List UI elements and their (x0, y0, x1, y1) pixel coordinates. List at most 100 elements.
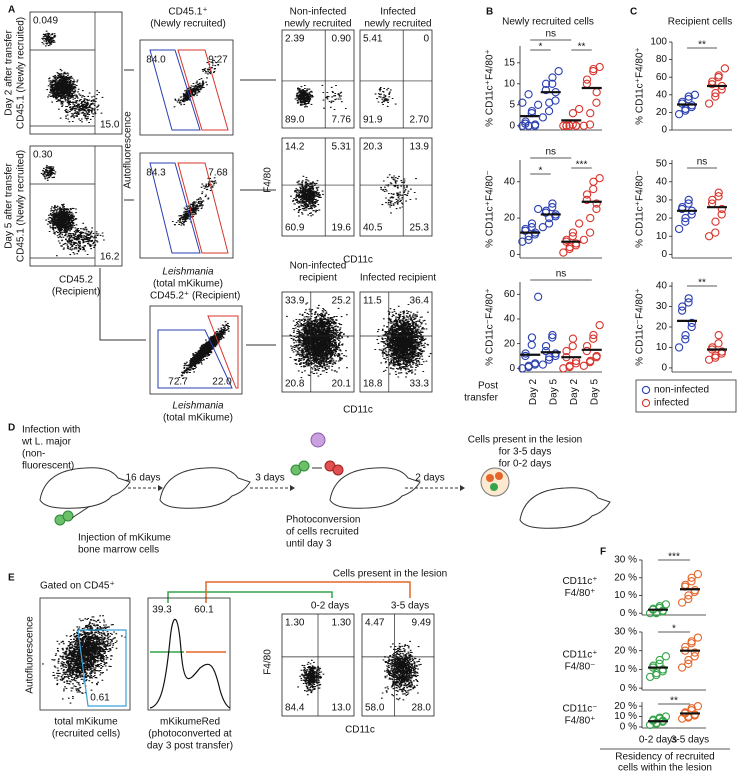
data-point (684, 95, 693, 104)
annotation: Gated on CD45⁺ (40, 581, 115, 592)
quadrant-value: 28.0 (412, 703, 432, 714)
column-title: CD45.1⁺ (168, 7, 207, 18)
annotation: Cells present in the lesion (468, 435, 583, 446)
data-point (677, 663, 687, 672)
y-tick-label: 20 (504, 338, 516, 349)
data-point (538, 360, 547, 369)
data-point (711, 228, 720, 237)
plot-frame (139, 39, 234, 136)
dot-cloud (294, 84, 347, 111)
data-point (544, 355, 554, 364)
data-point (579, 121, 588, 130)
y-tick-label: 20 (656, 107, 668, 118)
panel-label: A (8, 5, 15, 16)
gate (77, 629, 127, 707)
data-point (704, 232, 714, 241)
data-point (568, 109, 578, 118)
plot-frame (139, 152, 234, 259)
row-label: CD11c⁺ (562, 576, 597, 587)
y-axis-label: % CD11c⁻F4/80⁺ (635, 288, 646, 366)
data-point (545, 353, 554, 362)
data-point (687, 577, 696, 586)
gate-arrow (99, 268, 146, 341)
y-tick-label: 20 % (614, 701, 637, 712)
column-title: Infected recipient (360, 273, 436, 284)
y-tick-label: 0 (661, 125, 667, 136)
data-point (554, 67, 563, 76)
data-point (708, 343, 717, 352)
data-point (717, 204, 727, 214)
significance-label: ** (698, 278, 706, 289)
y-tick-label: 0 % (620, 608, 637, 619)
data-point (541, 346, 550, 356)
axis-label: CD45.2 (59, 275, 93, 286)
data-point (568, 228, 578, 237)
data-point (582, 341, 592, 351)
gate (149, 162, 201, 254)
data-point (548, 73, 557, 82)
significance-label: ns (545, 29, 556, 40)
data-point (592, 199, 601, 208)
data-point (534, 100, 543, 109)
data-point (592, 98, 601, 107)
quadrant-value: 19.6 (332, 223, 352, 234)
column-title: Non-infected (290, 261, 347, 272)
annotation: (non- (22, 449, 45, 460)
plot-frame (281, 137, 355, 237)
annotation: Infection with (22, 425, 80, 436)
data-point (559, 121, 568, 130)
data-point (714, 71, 723, 80)
dot-cloud (290, 175, 324, 217)
data-point (541, 85, 550, 95)
annotation: fluorescent) (22, 461, 74, 472)
y-tick-label: 30 % (614, 627, 637, 638)
quadrant-value: 0 (423, 34, 429, 45)
gate-arrow (205, 581, 411, 603)
y-axis-label: % CD11c⁺F4/80⁻ (635, 170, 646, 248)
plot-frame (39, 597, 131, 711)
data-point (562, 235, 571, 245)
label: 16.2 (100, 252, 120, 263)
data-point (684, 659, 693, 668)
data-point (690, 90, 700, 99)
data-point (521, 351, 530, 361)
data-point (711, 217, 720, 226)
plot-frame (149, 305, 243, 395)
data-point (582, 346, 591, 356)
data-point (714, 188, 723, 197)
data-point (589, 177, 598, 186)
data-point (548, 333, 557, 342)
quadrant-value: 18.8 (363, 379, 383, 390)
y-tick-label: 20 (504, 213, 516, 224)
quadrant-value: 36.4 (410, 296, 430, 307)
annotation: of cells recruited (286, 527, 359, 538)
axis-label: mKikumeRed (160, 717, 220, 728)
quadrant-value: 13.9 (410, 142, 430, 153)
data-point (684, 298, 693, 307)
panel-title: Recipient cells (668, 17, 732, 28)
label: 84.0 (146, 55, 166, 66)
y-tick-label: 40 (656, 281, 668, 292)
plot-frame (281, 291, 355, 393)
annotation: Photoconversion (286, 515, 361, 526)
data-point (681, 335, 690, 344)
axis-label: CD11c (345, 725, 375, 736)
gate (157, 329, 233, 389)
quadrant-value: 20.8 (285, 379, 305, 390)
data-point (592, 204, 601, 214)
data-point (681, 217, 690, 226)
data-point (541, 341, 551, 351)
significance-label: ** (578, 42, 586, 53)
data-point (684, 294, 693, 303)
row-label: Day 2 after transfer (4, 30, 15, 116)
data-point (524, 235, 533, 245)
annotation: wt L. major (21, 437, 72, 448)
row-label: CD45.1 (Newly recruited) (16, 150, 27, 262)
dot-cloud (40, 165, 105, 257)
x-tick-label: Day 5 (589, 379, 600, 406)
data-point (690, 652, 699, 661)
y-axis-label: % CD11c⁺F4/80⁺ (635, 47, 646, 125)
data-point (684, 591, 693, 600)
axis-label: F4/80 (263, 649, 274, 675)
